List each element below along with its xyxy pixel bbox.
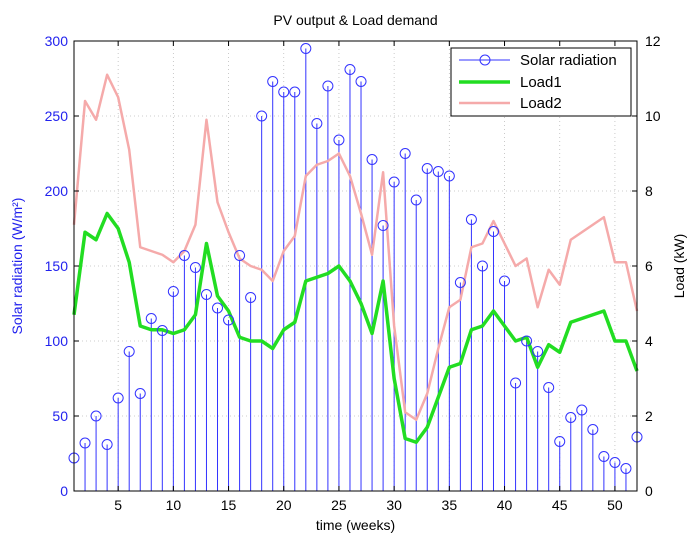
x-tick-label: 30 bbox=[386, 497, 402, 513]
solar-radiation-point bbox=[521, 335, 533, 347]
right-y-tick-label: 2 bbox=[645, 408, 653, 424]
x-tick-label: 20 bbox=[276, 497, 292, 513]
solar-radiation-point bbox=[355, 76, 367, 87]
solar-radiation-stems bbox=[73, 48, 638, 491]
solar-radiation-point bbox=[123, 346, 135, 357]
load-lines bbox=[68, 43, 643, 474]
solar-radiation-point bbox=[377, 220, 389, 231]
solar-radiation-point bbox=[90, 410, 102, 422]
solar-radiation-point bbox=[443, 170, 455, 182]
x-tick-label: 10 bbox=[166, 497, 182, 513]
left-y-tick-label: 0 bbox=[60, 483, 68, 499]
solar-radiation-point bbox=[388, 176, 400, 188]
x-tick-label: 35 bbox=[442, 497, 458, 513]
left-y-tick-label: 300 bbox=[45, 33, 69, 49]
solar-radiation-point bbox=[300, 43, 312, 54]
solar-radiation-point bbox=[609, 457, 621, 468]
right-y-tick-label: 0 bbox=[645, 483, 653, 499]
solar-radiation-point bbox=[543, 382, 555, 393]
solar-radiation-point bbox=[311, 118, 323, 129]
solar-radiation-point bbox=[189, 262, 201, 273]
solar-radiation-point bbox=[410, 194, 422, 206]
solar-radiation-point bbox=[476, 260, 488, 272]
solar-radiation-point bbox=[234, 250, 246, 261]
solar-radiation-point bbox=[223, 314, 235, 326]
x-tick-label: 45 bbox=[552, 497, 568, 513]
solar-radiation-point bbox=[576, 404, 588, 416]
solar-radiation-point bbox=[620, 463, 632, 474]
left-y-axis-label: Solar radiation (W/m²) bbox=[9, 198, 25, 335]
right-y-axis-label: Load (kW) bbox=[671, 234, 687, 299]
solar-radiation-point bbox=[554, 436, 566, 447]
solar-radiation-point bbox=[499, 275, 511, 287]
solar-radiation-point bbox=[178, 250, 190, 261]
left-y-tick-label: 50 bbox=[52, 408, 68, 424]
solar-radiation-point bbox=[167, 286, 179, 297]
left-y-tick-label: 100 bbox=[45, 333, 69, 349]
solar-radiation-point bbox=[532, 346, 544, 357]
solar-radiation-point bbox=[587, 424, 599, 435]
solar-radiation-point bbox=[256, 110, 268, 122]
solar-radiation-point bbox=[465, 214, 477, 225]
solar-radiation-point bbox=[432, 166, 444, 177]
solar-radiation-point bbox=[212, 302, 224, 314]
left-y-tick-label: 200 bbox=[45, 183, 69, 199]
right-y-axis-ticks: 0 2 4 6 8 10 12 bbox=[632, 33, 661, 499]
solar-radiation-point bbox=[454, 277, 466, 288]
left-y-tick-label: 150 bbox=[45, 258, 69, 274]
solar-radiation-point bbox=[598, 451, 610, 462]
solar-radiation-point bbox=[101, 439, 113, 450]
solar-radiation-point bbox=[112, 392, 124, 404]
solar-radiation-point bbox=[267, 76, 279, 87]
solar-radiation-point bbox=[79, 437, 91, 449]
solar-radiation-point bbox=[200, 289, 212, 300]
right-y-tick-label: 4 bbox=[645, 333, 653, 349]
x-axis-label: time (weeks) bbox=[316, 517, 395, 533]
solar-radiation-point bbox=[134, 388, 146, 399]
x-tick-label: 50 bbox=[607, 497, 623, 513]
legend-label-load1: Load1 bbox=[520, 74, 562, 91]
solar-radiation-point bbox=[510, 377, 522, 389]
x-tick-label: 15 bbox=[221, 497, 237, 513]
solar-radiation-point bbox=[565, 412, 577, 423]
chart-title: PV output & Load demand bbox=[273, 12, 437, 28]
solar-radiation-point bbox=[322, 80, 334, 92]
legend: Solar radiation Load1 Load2 bbox=[450, 47, 632, 117]
legend-label-load2: Load2 bbox=[520, 95, 562, 112]
left-y-tick-label: 250 bbox=[45, 108, 69, 124]
x-tick-label: 40 bbox=[497, 497, 513, 513]
series-line-load2 bbox=[72, 73, 639, 421]
right-y-tick-label: 10 bbox=[645, 108, 661, 124]
right-y-tick-label: 8 bbox=[645, 183, 653, 199]
solar-radiation-point bbox=[399, 148, 411, 159]
solar-radiation-point bbox=[289, 86, 301, 98]
solar-radiation-point bbox=[145, 313, 157, 324]
right-y-tick-label: 6 bbox=[645, 258, 653, 274]
solar-radiation-point bbox=[344, 64, 356, 75]
series-line-load1 bbox=[72, 211, 639, 444]
solar-radiation-point bbox=[156, 325, 168, 336]
x-tick-label: 25 bbox=[331, 497, 347, 513]
legend-label-solar-radiation: Solar radiation bbox=[520, 52, 617, 69]
legend-marker-solar-radiation bbox=[479, 54, 491, 66]
left-y-axis-ticks: 0 50 100 150 200 250 300 bbox=[45, 33, 79, 499]
x-tick-label: 5 bbox=[114, 497, 122, 513]
right-y-tick-label: 12 bbox=[645, 33, 661, 49]
solar-radiation-point bbox=[245, 292, 257, 303]
solar-radiation-point bbox=[421, 163, 433, 174]
solar-radiation-point bbox=[487, 226, 499, 237]
solar-radiation-point bbox=[366, 154, 378, 165]
solar-radiation-point bbox=[333, 134, 345, 146]
x-axis-ticks: 5 10 15 20 25 30 35 40 45 50 bbox=[114, 41, 623, 513]
solar-radiation-point bbox=[278, 86, 290, 98]
